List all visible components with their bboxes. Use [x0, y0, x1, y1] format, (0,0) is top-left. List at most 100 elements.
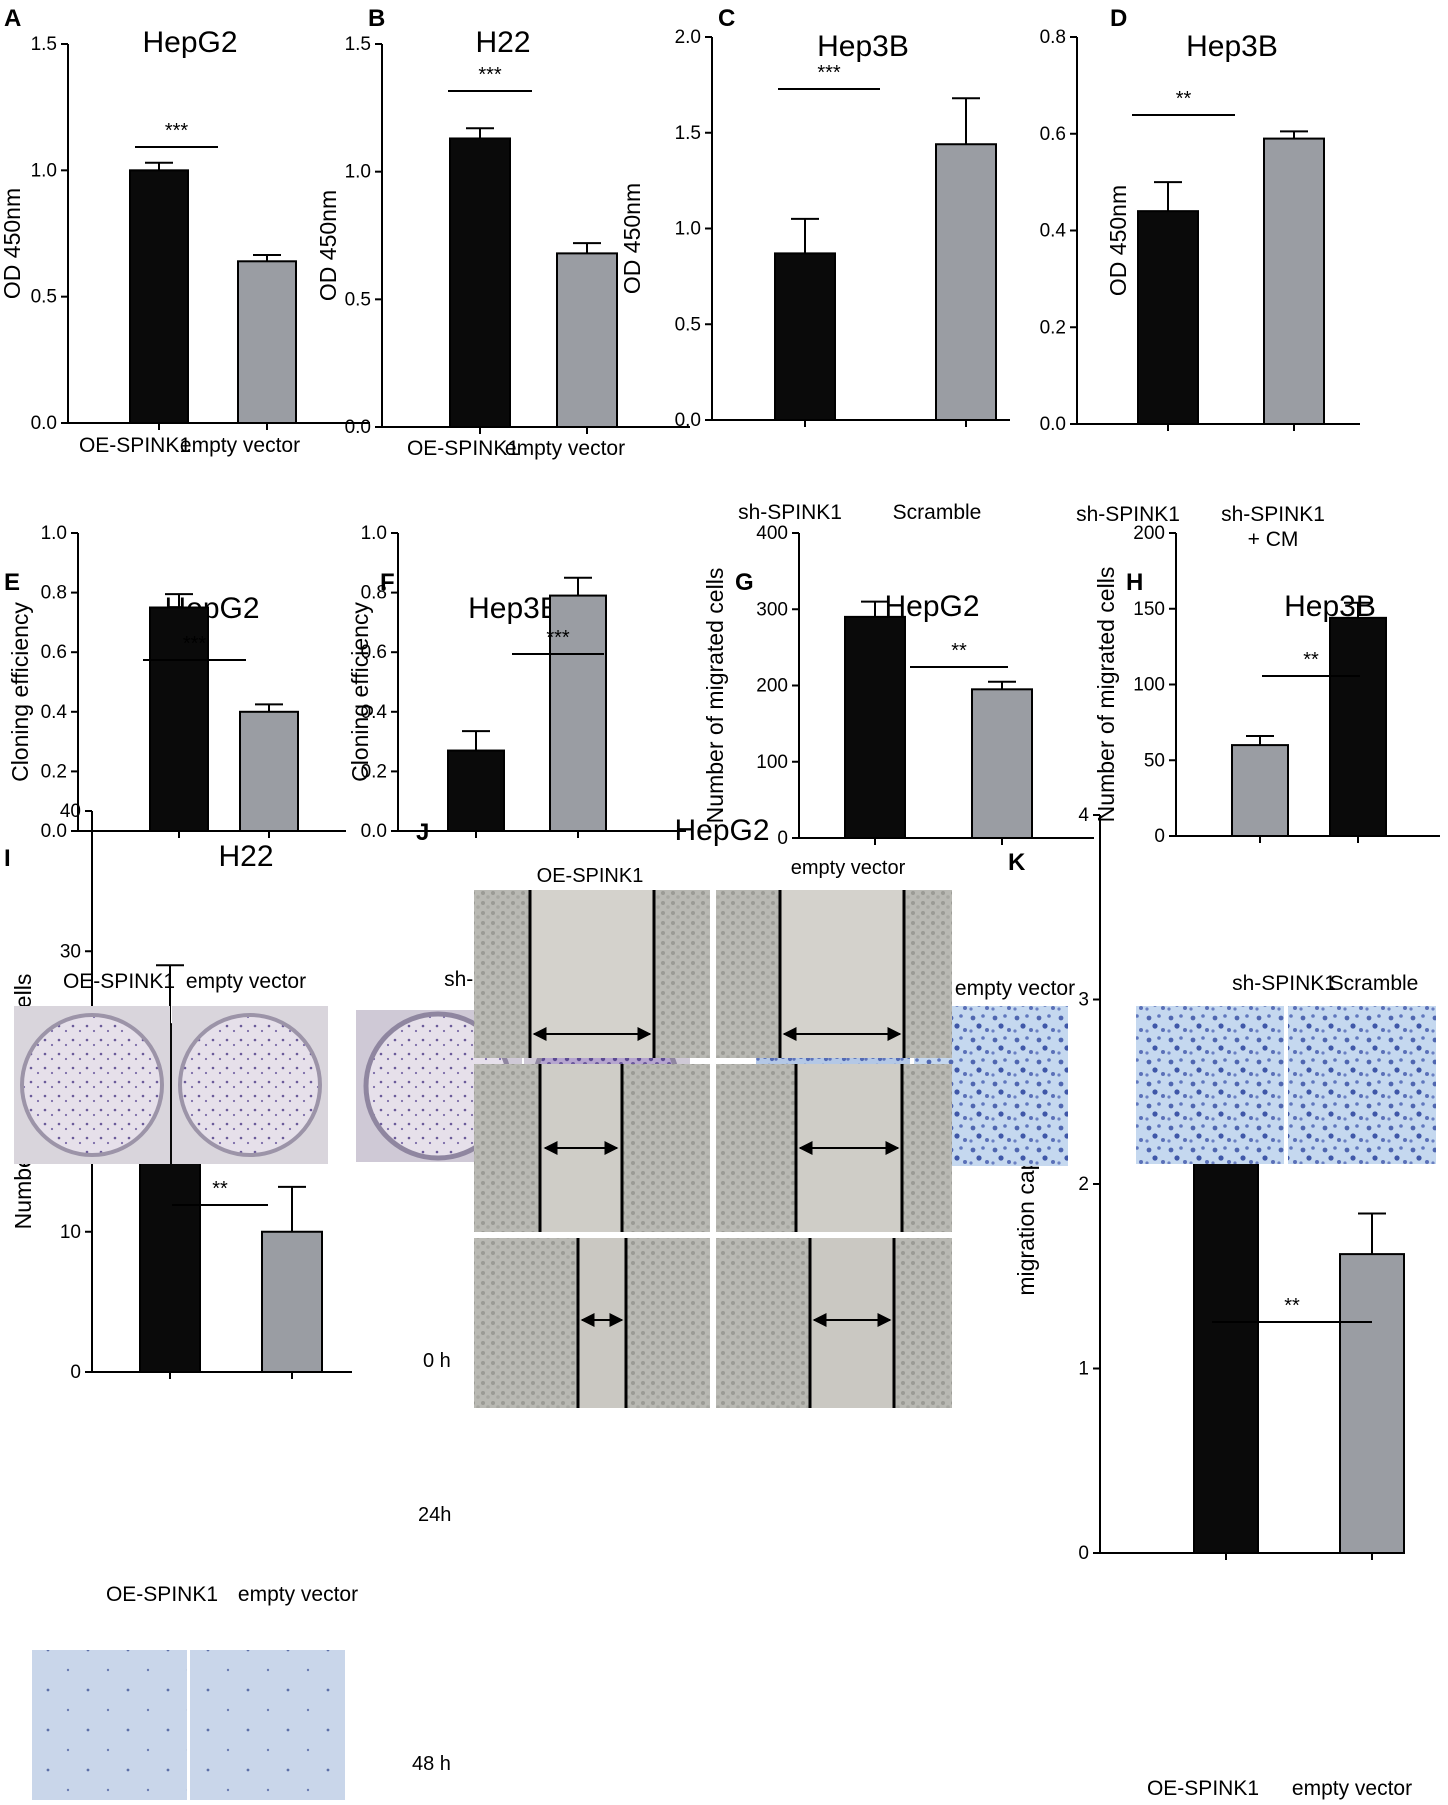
bar-h-1 [1231, 744, 1289, 837]
chart-panel-i: IH22010203040Number of migrated cellsOE-… [4, 801, 358, 1606]
wound-image-empty-vector-48h [716, 1238, 952, 1408]
y-tick-label-h: 50 [1144, 750, 1165, 771]
chart-panel-c: C Hep3B 0.0 0.5 1.0 1.5 2.0 OD 450nm sh-SPINK1 Sc… [619, 5, 1010, 524]
category-label-d-1: sh-SPINK1 [1076, 503, 1180, 526]
bar-c-2 [935, 143, 997, 422]
panel-j-title: HepG2 [674, 814, 769, 847]
bar-g-2 [971, 688, 1033, 839]
panel-letter-k: K [1008, 849, 1026, 876]
y-tick-label-d: 0.8 [1040, 27, 1066, 48]
y-tick-label-g: 100 [756, 752, 788, 773]
y-tick-label-e: 0.6 [41, 642, 67, 663]
category-label-d-2: + CM [1248, 528, 1299, 551]
y-tick-label-g: 400 [756, 523, 788, 544]
y-tick-label-e: 0.4 [41, 702, 68, 723]
significance-label-b: *** [478, 64, 502, 86]
y-tick-label-c: 2.0 [675, 27, 701, 48]
y-tick-label-e: 0.0 [41, 821, 67, 842]
panel-j-row-label-3: 48 h [412, 1753, 451, 1775]
y-tick-label-c: 0.0 [675, 410, 701, 431]
bar-f-1 [447, 749, 505, 832]
y-tick-label-c: 1.0 [675, 219, 701, 240]
y-tick-label-k: 1 [1078, 1359, 1089, 1380]
significance-label-f: *** [546, 627, 570, 649]
y-tick-label-f: 0.8 [361, 583, 387, 604]
chart-panel-d: D Hep3B 0.0 0.2 0.4 0.6 0.8 OD 450nm sh-SPINK1 sh… [1040, 5, 1360, 551]
category-label-b-1: OE-SPINK1 [407, 437, 519, 460]
bar-c-1 [774, 252, 836, 421]
significance-label-k: ** [1284, 1295, 1300, 1317]
y-tick-label-c: 1.5 [675, 123, 701, 144]
significance-label-h: ** [1303, 649, 1319, 671]
y-tick-label-f: 0.0 [361, 821, 387, 842]
y-tick-label-f: 0.4 [361, 702, 388, 723]
chart-title-a: HepG2 [142, 26, 237, 59]
bar-a-1 [129, 169, 189, 424]
panel-j-row-label-2: 24h [418, 1504, 451, 1526]
category-label-g-2: empty vector [955, 977, 1075, 1000]
bar-b-1 [449, 137, 511, 428]
bar-e-1 [149, 606, 209, 832]
significance-label-c: *** [817, 62, 841, 84]
category-label-c-2: Scramble [893, 501, 982, 524]
y-tick-label-b: 1.5 [345, 34, 371, 55]
y-tick-label-e: 0.2 [41, 761, 67, 782]
category-label-e-1: OE-SPINK1 [63, 970, 175, 993]
panel-letter-d: D [1110, 5, 1127, 32]
y-tick-label-k: 4 [1078, 805, 1089, 826]
y-tick-label-f: 0.2 [361, 761, 387, 782]
y-tick-label-d: 0.4 [1040, 221, 1067, 242]
panel-letter-a: A [4, 5, 21, 32]
category-label-d-2: sh-SPINK1 [1221, 503, 1325, 526]
y-tick-label-a: 0.5 [31, 287, 57, 308]
panel-letter-i: I [4, 845, 11, 872]
significance-label-i: ** [212, 1178, 228, 1200]
panel-letter-b: B [368, 5, 385, 32]
y-axis-title-h: Number of migrated cells [1093, 567, 1119, 823]
y-tick-label-b: 0.5 [345, 289, 371, 310]
category-label-i-1: OE-SPINK1 [106, 1583, 218, 1606]
category-label-a-2: empty vector [180, 434, 300, 457]
colony-photo-oe-spink1-hepg2 [14, 1006, 170, 1164]
y-axis-title-c: OD 450nm [619, 183, 645, 294]
y-tick-label-b: 0.0 [345, 417, 371, 438]
panel-j-column-label-1: OE-SPINK1 [537, 865, 644, 887]
y-tick-label-h: 150 [1133, 599, 1165, 620]
y-tick-label-b: 1.0 [345, 162, 371, 183]
chart-title-b: H22 [475, 26, 530, 59]
panel-j-row-label-1: 0 h [423, 1350, 451, 1372]
chart-panel-a: A HepG2 0.0 0.5 1.0 1.5 OD 450nm OE-SPINK1empty… [0, 5, 370, 457]
significance-label-a: *** [165, 120, 189, 142]
panel-letter-c: C [718, 5, 735, 32]
chart-title-d: Hep3B [1186, 30, 1278, 63]
y-tick-label-g: 0 [777, 828, 788, 849]
y-tick-label-i: 40 [60, 801, 81, 822]
bar-k-2 [1339, 1253, 1405, 1554]
bar-d-1 [1137, 210, 1199, 425]
panel-j-wound-healing: J HepG2 OE-SPINK1 empty vector 0 h 24h 4… [412, 814, 952, 1775]
significance-label-g: ** [951, 640, 967, 662]
category-label-a-1: OE-SPINK1 [79, 434, 191, 457]
bar-g-1 [844, 615, 906, 839]
wound-image-empty-vector-24h [716, 1064, 952, 1232]
bar-h-2 [1329, 616, 1387, 838]
y-axis-title-a: OD 450nm [0, 188, 25, 299]
transwell-photo-oe-spink1-h22 [32, 1650, 187, 1800]
bar-a-2 [237, 260, 297, 424]
y-tick-label-i: 30 [60, 941, 81, 962]
y-tick-label-k: 0 [1078, 1543, 1089, 1564]
y-tick-label-f: 1.0 [361, 523, 387, 544]
chart-title-c: Hep3B [817, 30, 909, 63]
category-label-k-1: OE-SPINK1 [1147, 1777, 1259, 1800]
y-axis-title-e: Cloning efficiency [7, 602, 33, 782]
wound-image-oe-spink1-24h [474, 1064, 710, 1232]
panel-letter-j: J [416, 819, 429, 846]
y-axis-title-f: Cloning efficiency [347, 602, 373, 782]
y-axis-title-g: Number of migrated cells [702, 568, 728, 824]
y-tick-label-d: 0.0 [1040, 414, 1066, 435]
category-label-i-2: empty vector [238, 1583, 358, 1606]
bar-d-2 [1263, 137, 1325, 425]
